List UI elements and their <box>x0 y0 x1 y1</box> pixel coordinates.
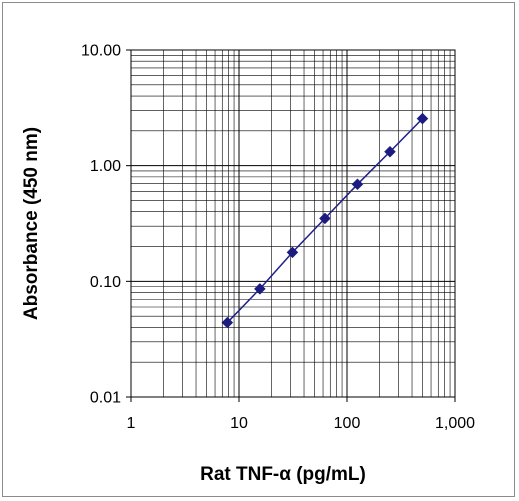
plot-area <box>130 49 456 398</box>
data-point <box>416 112 429 125</box>
x-tick-label: 10 <box>230 415 248 432</box>
x-tick-label: 100 <box>334 415 361 432</box>
x-tick-label: 1 <box>127 415 136 432</box>
y-tick-label: 10.00 <box>81 43 121 60</box>
y-tick-label: 1.00 <box>90 158 121 175</box>
y-tick-label: 0.10 <box>90 274 121 291</box>
data-point <box>319 212 331 225</box>
data-point <box>351 178 364 191</box>
x-tick-label: 1,000 <box>435 415 475 432</box>
y-tick-label: 0.01 <box>90 390 121 407</box>
series-layer <box>221 112 429 329</box>
minor-gridlines <box>131 50 455 397</box>
data-point <box>221 316 234 329</box>
major-gridlines <box>130 49 456 398</box>
x-tick-labels: 1 10 100 1,000 <box>127 397 475 432</box>
data-point <box>384 145 396 158</box>
data-point <box>254 283 266 295</box>
y-axis-title: Absorbance (450 nm) <box>21 127 42 320</box>
x-axis-title: Rat TNF-α (pg/mL) <box>200 464 366 485</box>
y-tick-labels: 0.01 0.10 1.00 10.00 <box>81 43 131 407</box>
data-point <box>286 246 299 259</box>
chart-frame <box>2 2 515 497</box>
